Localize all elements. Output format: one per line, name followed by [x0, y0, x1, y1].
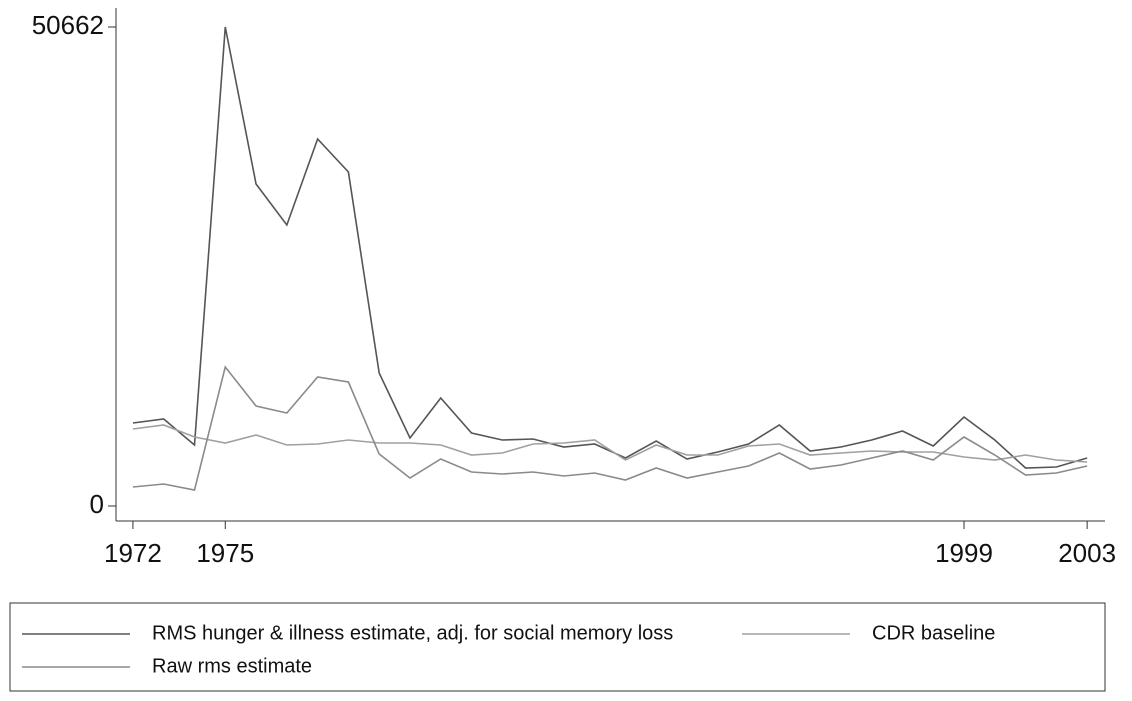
line-series: [132, 365, 1088, 491]
x-tick-label: 1975: [196, 538, 254, 568]
y-tick-label: 50662: [32, 10, 104, 40]
x-tick-label: 1972: [104, 538, 162, 568]
line-series: [132, 26, 1088, 469]
legend-label: CDR baseline: [872, 622, 995, 644]
line-series: [132, 424, 1088, 463]
legend-box: [9, 602, 1106, 692]
legend-label: RMS hunger & illness estimate, adj. for …: [152, 622, 673, 644]
y-tick-label: 0: [90, 489, 104, 519]
x-tick-label: 1999: [935, 538, 993, 568]
x-tick-label: 2003: [1058, 538, 1116, 568]
legend-label: Raw rms estimate: [152, 655, 312, 677]
